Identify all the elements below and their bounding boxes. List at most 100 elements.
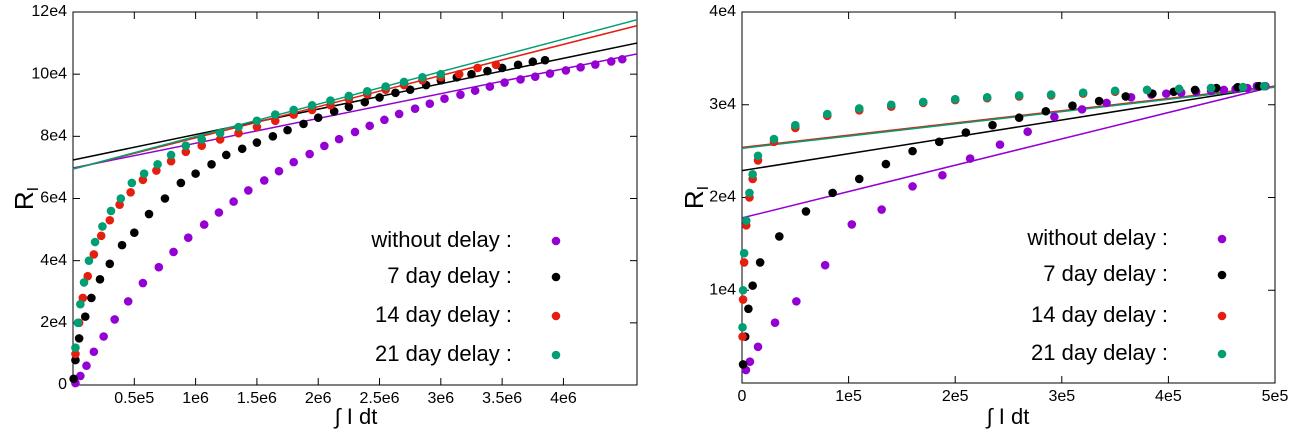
y-tick-label: 6e4 (40, 190, 67, 207)
legend-label: 21 day delay : (375, 341, 512, 366)
data-point (234, 122, 243, 132)
data-point (1102, 98, 1111, 108)
data-point (744, 304, 753, 314)
fit-line (72, 19, 638, 170)
legend-label: 21 day delay : (1031, 340, 1168, 365)
data-point (918, 97, 928, 107)
legend-label: without delay : (370, 227, 512, 252)
data-point (229, 197, 238, 206)
data-point (405, 85, 415, 95)
data-point (753, 151, 763, 161)
x-axis-label: ∫ I dt (333, 404, 378, 429)
legend-marker (1217, 349, 1227, 359)
legend-label: without delay : (1026, 225, 1168, 250)
data-point (753, 342, 763, 352)
y-tick-label: 4e4 (709, 3, 736, 20)
data-point (166, 156, 176, 166)
data-point (289, 157, 298, 167)
data-point (127, 178, 137, 188)
data-point (71, 343, 80, 353)
data-point (1094, 96, 1104, 106)
fit-line (741, 85, 1276, 149)
data-point (234, 128, 243, 138)
data-point (822, 109, 832, 119)
data-point (961, 128, 971, 137)
data-point (908, 182, 917, 191)
data-point (326, 96, 335, 105)
data-point (982, 93, 992, 102)
data-point (995, 140, 1005, 149)
x-tick-label: 2e6 (305, 390, 332, 407)
data-point (606, 57, 616, 66)
data-point (1174, 84, 1184, 94)
data-point (153, 160, 162, 169)
y-tick-label: 8e4 (40, 128, 67, 145)
data-point (154, 262, 164, 272)
data-point (769, 134, 779, 144)
data-point (801, 207, 811, 216)
data-point (938, 170, 947, 180)
data-point (950, 94, 960, 104)
data-point (375, 93, 384, 102)
data-point (530, 72, 540, 81)
x-tick-label: 3e6 (427, 390, 454, 407)
data-point (334, 134, 344, 144)
data-point (454, 69, 464, 79)
data-point (176, 178, 186, 188)
data-point (1110, 86, 1120, 96)
data-point (95, 275, 105, 284)
data-point (252, 138, 262, 147)
x-tick-label: 1e6 (182, 390, 209, 407)
data-point (513, 60, 523, 70)
data-point (1050, 112, 1059, 122)
data-point (237, 144, 247, 154)
data-point (456, 90, 465, 99)
data-point (470, 86, 480, 95)
legend-label: 14 day delay : (375, 302, 512, 327)
plot-frame (72, 11, 638, 386)
data-point (1046, 90, 1056, 99)
data-point (305, 149, 314, 159)
data-point (89, 250, 99, 259)
data-point (738, 323, 747, 332)
data-point (181, 147, 191, 157)
data-point (854, 104, 864, 113)
data-point (545, 69, 555, 78)
data-point (252, 116, 262, 126)
fit-line (72, 42, 638, 161)
x-tick-label: 2.5e6 (359, 390, 399, 407)
x-tick-label: 0.5e5 (114, 390, 154, 407)
data-point (84, 256, 94, 265)
data-point (76, 371, 85, 381)
y-axis-label-sub: I (25, 187, 42, 191)
data-point (73, 318, 83, 328)
data-point (381, 82, 390, 91)
data-point (362, 86, 372, 96)
fit-line (741, 86, 1276, 150)
data-point (244, 186, 253, 195)
x-axis-label: ∫ I dt (985, 404, 1030, 429)
data-point (105, 259, 115, 269)
data-point (739, 248, 749, 258)
x-tick-label: 4e5 (1155, 388, 1182, 405)
data-point (934, 137, 944, 147)
data-point (105, 215, 115, 225)
data-point (313, 113, 323, 122)
data-point (199, 220, 209, 229)
fit-line (741, 85, 1276, 172)
data-point (1023, 127, 1032, 136)
legend-marker (551, 236, 561, 246)
data-point (380, 115, 389, 125)
chart-panel: 0.5e5 1e6 1.5e6 2e6 2.5e6 3e6 3.5e6 4e6 0 2e4 4e4 6… (9, 3, 638, 429)
data-point (755, 258, 765, 267)
data-point (360, 97, 370, 107)
y-tick-label: 2e4 (709, 189, 736, 206)
data-point (739, 258, 749, 267)
x-tick-label: 1e5 (835, 388, 862, 405)
data-point (130, 228, 139, 237)
data-point (440, 94, 449, 104)
y-axis-label-main: R (679, 190, 709, 209)
data-point (197, 135, 207, 144)
data-point (274, 166, 284, 176)
